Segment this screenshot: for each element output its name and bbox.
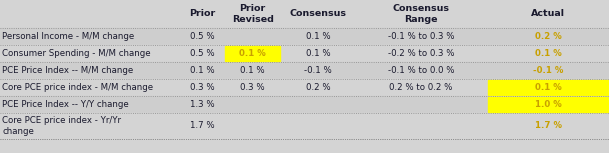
Text: 0.2 %: 0.2 %	[306, 83, 330, 92]
Text: -0.1 % to 0.0 %: -0.1 % to 0.0 %	[387, 66, 454, 75]
Bar	[0, 96, 609, 113]
Text: -0.1 %: -0.1 %	[533, 66, 563, 75]
Bar	[488, 80, 608, 95]
Text: Prior
Revised: Prior Revised	[232, 4, 273, 24]
Text: 0.3 %: 0.3 %	[189, 83, 214, 92]
Text: 0.2 % to 0.2 %: 0.2 % to 0.2 %	[389, 83, 452, 92]
Bar	[488, 97, 608, 112]
Text: Prior: Prior	[189, 9, 215, 19]
Text: Consensus: Consensus	[289, 9, 347, 19]
Text: Actual: Actual	[531, 9, 565, 19]
Text: 0.1 %: 0.1 %	[535, 49, 561, 58]
Text: -0.1 %: -0.1 %	[304, 66, 332, 75]
Text: 0.1 %: 0.1 %	[306, 32, 330, 41]
Text: Personal Income - M/M change: Personal Income - M/M change	[2, 32, 135, 41]
Text: 0.1 %: 0.1 %	[241, 66, 265, 75]
Text: -0.1 % to 0.3 %: -0.1 % to 0.3 %	[387, 32, 454, 41]
Text: 0.2 %: 0.2 %	[535, 32, 561, 41]
Text: Core PCE price index - Yr/Yr
change: Core PCE price index - Yr/Yr change	[2, 116, 121, 136]
Bar	[0, 0, 609, 28]
Bar	[0, 113, 609, 139]
Text: 1.0 %: 1.0 %	[535, 100, 561, 109]
Bar	[225, 46, 280, 61]
Text: Core PCE price index - M/M change: Core PCE price index - M/M change	[2, 83, 153, 92]
Text: Consumer Spending - M/M change: Consumer Spending - M/M change	[2, 49, 151, 58]
Bar	[0, 62, 609, 79]
Text: -0.2 % to 0.3 %: -0.2 % to 0.3 %	[387, 49, 454, 58]
Text: 0.1 %: 0.1 %	[239, 49, 266, 58]
Text: 0.5 %: 0.5 %	[189, 32, 214, 41]
Bar	[0, 79, 609, 96]
Text: Consensus
Range: Consensus Range	[392, 4, 449, 24]
Text: 0.3 %: 0.3 %	[241, 83, 265, 92]
Bar	[0, 45, 609, 62]
Text: PCE Price Index -- M/M change: PCE Price Index -- M/M change	[2, 66, 134, 75]
Bar	[0, 28, 609, 45]
Text: 0.1 %: 0.1 %	[306, 49, 330, 58]
Text: 0.1 %: 0.1 %	[535, 83, 561, 92]
Text: 1.7 %: 1.7 %	[535, 121, 561, 131]
Text: 0.5 %: 0.5 %	[189, 49, 214, 58]
Text: 1.7 %: 1.7 %	[189, 121, 214, 131]
Text: 0.1 %: 0.1 %	[189, 66, 214, 75]
Text: 1.3 %: 1.3 %	[189, 100, 214, 109]
Text: PCE Price Index -- Y/Y change: PCE Price Index -- Y/Y change	[2, 100, 129, 109]
